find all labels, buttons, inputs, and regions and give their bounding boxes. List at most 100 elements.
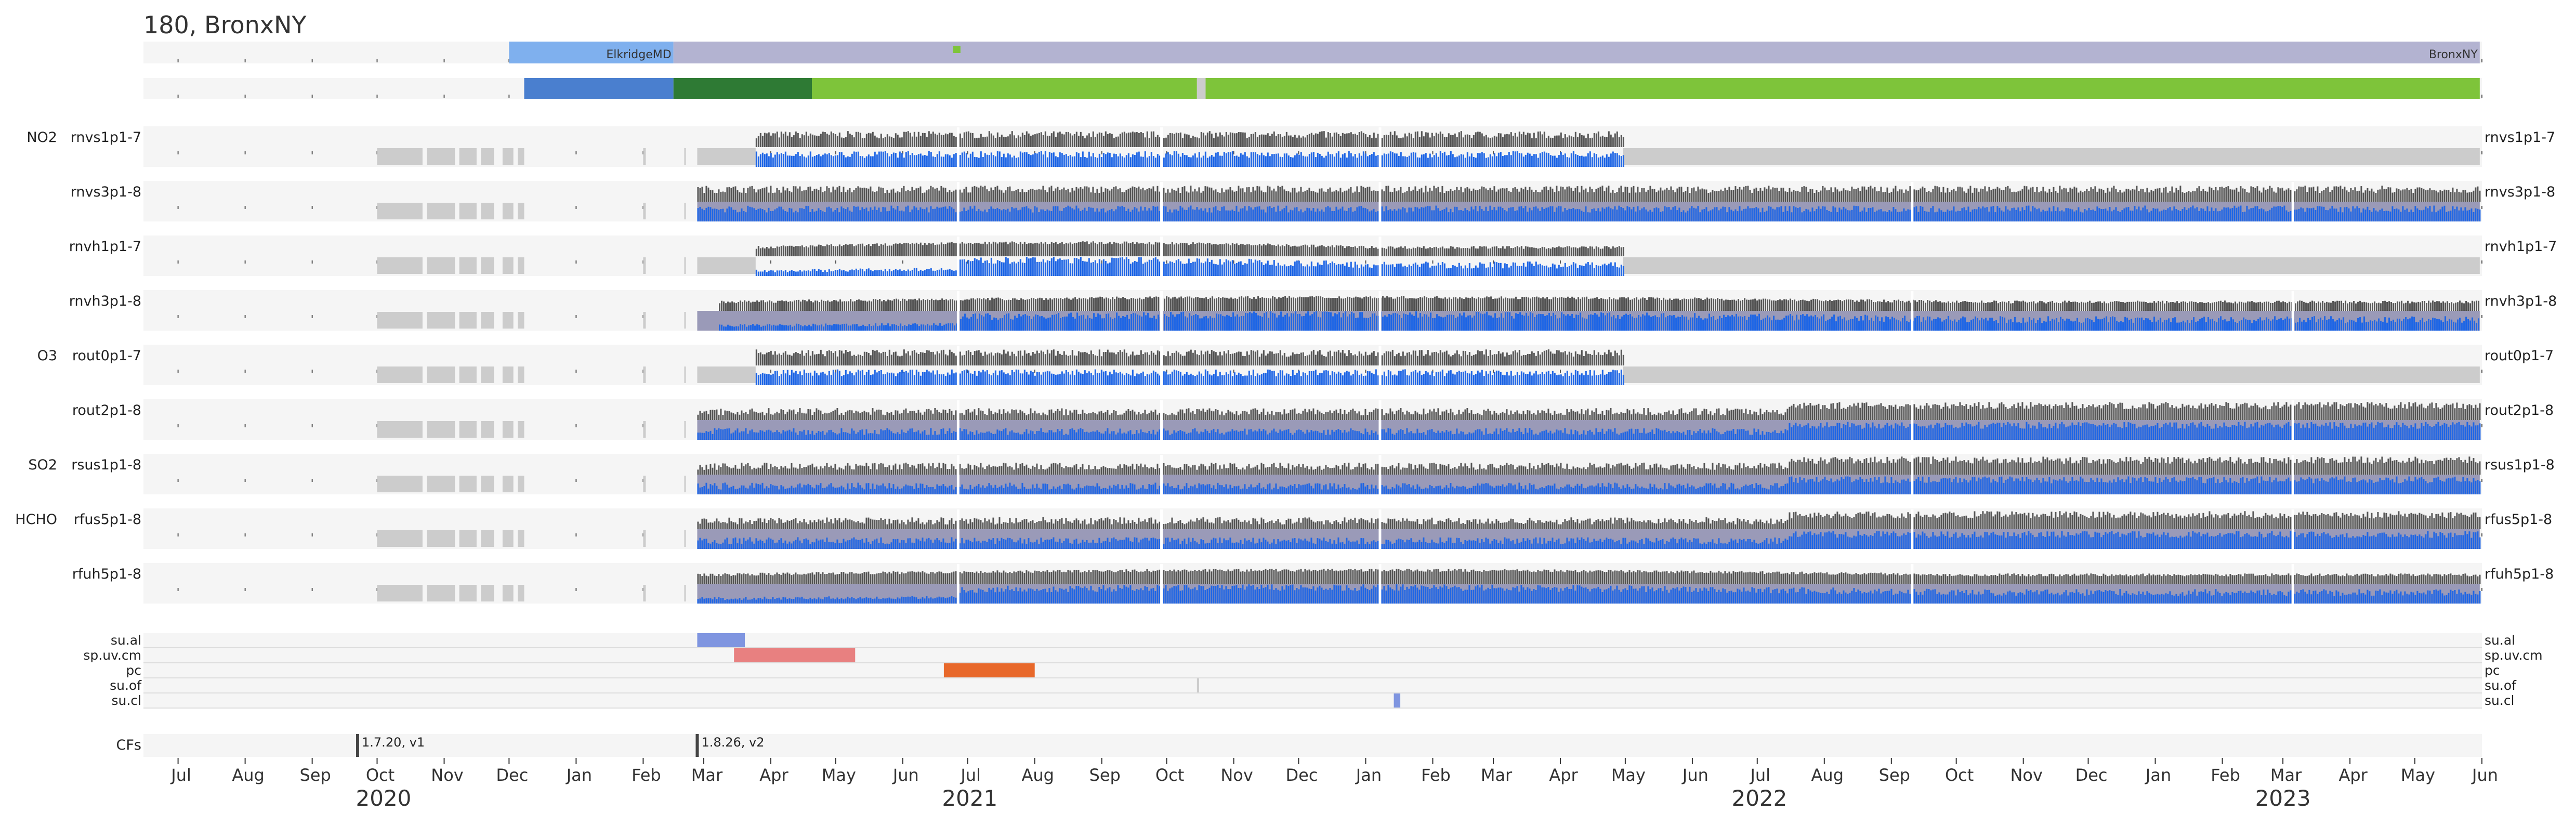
unavailable-bar [1623,257,2480,274]
l1-bar [1032,135,1034,147]
l2-bar [1752,315,1754,331]
l2-bar [1726,212,1728,221]
l1-bar [990,243,992,256]
l2-bar [1304,266,1306,276]
l1-bar [1182,298,1185,311]
l1-bar [1296,192,1298,202]
l2-bar [1256,154,1258,167]
l1-bar [1192,242,1194,256]
l2-bar [826,271,828,276]
l1-bar [1398,138,1400,147]
l1-bar [1593,248,1595,256]
l1-bar [1158,296,1160,311]
l2-bar [1101,318,1103,331]
l1-bar [1269,244,1271,256]
l2-bar [932,270,934,276]
l2-bar [2209,211,2211,221]
l1-bar [1492,298,1494,311]
l2-bar [1823,314,1825,331]
l1-bar [1186,134,1188,147]
l2-bar [1100,157,1102,167]
l1-bar [1570,247,1572,256]
l2-bar [1112,319,1114,331]
l2-bar [1760,320,1763,331]
l1-bar [1875,302,1877,311]
l2-bar [1646,312,1648,331]
l1-bar [1056,298,1058,311]
l1-bar [2419,187,2421,202]
l1-bar [1522,189,1524,202]
l1-bar [1258,186,1260,202]
l1-bar [928,131,930,147]
l1-bar [2206,191,2209,202]
l1-bar [2023,186,2026,202]
l1-bar [1042,186,1044,202]
l1-bar [1473,188,1475,202]
l2-bar [1304,156,1306,167]
l2-bar [2344,207,2346,221]
l2-bar [1554,264,1556,276]
l2-bar [1080,211,1082,221]
l2-bar [984,260,986,276]
l1-bar [1402,137,1404,147]
l2-bar [2107,211,2109,221]
l1-bar [1217,192,1219,202]
l1-bar [1132,186,1134,202]
l2-bar [1041,316,1043,331]
l2-bar [1714,207,1716,221]
l1-bar [1722,191,1724,202]
l2-bar [1267,206,1269,221]
l2-bar [1477,267,1479,276]
l2-bar [2248,209,2250,221]
l1-bar [1798,300,1800,311]
l2-bar [1830,212,1832,221]
l2-bar [807,205,809,221]
l1-bar [2250,186,2252,202]
l1-bar [1508,134,1510,147]
l1-bar [1282,296,1284,311]
l2-bar [1012,319,1014,331]
l1-bar [1184,243,1186,256]
l1-bar [1474,298,1476,311]
l2-bar [1186,263,1188,276]
l1-bar [1365,296,1368,311]
l1-bar [2352,190,2354,202]
l2-bar [1321,155,1323,167]
l2-bar [905,206,907,221]
l2-bar [2402,206,2404,221]
l1-bar [1767,299,1769,311]
l2-bar [1575,315,1578,331]
l2-bar [1774,209,1776,221]
l2-bar [1310,261,1312,276]
l2-bar [1329,207,1331,221]
l1-bar [1934,186,1936,202]
l2-bar [2404,209,2406,221]
l2-bar [1477,211,1479,221]
l2-bar [1252,263,1254,276]
l1-bar [1156,135,1159,147]
l1-bar [1055,137,1057,147]
l1-bar [949,133,951,147]
l2-bar [824,212,826,221]
l2-bar [996,151,998,167]
l1-bar [803,190,805,202]
l2-bar [802,326,804,331]
l2-bar [1001,262,1003,276]
l2-bar [1773,316,1775,331]
l2-bar [813,269,816,276]
l1-bar [1427,133,1429,147]
l1-bar [940,135,942,147]
l2-bar [1342,154,1344,167]
l2-bar [1138,151,1140,167]
l1-bar [1204,135,1206,147]
l1-bar [2337,187,2340,202]
l2-bar [1831,317,1833,331]
l1-bar [1065,190,1067,202]
l1-bar [879,299,881,311]
l1-bar [1604,246,1606,256]
l2-bar [868,211,870,221]
l2-bar [1495,262,1497,276]
l2-bar [1672,207,1674,221]
l1-bar [754,302,756,311]
l2-bar [1373,152,1375,167]
